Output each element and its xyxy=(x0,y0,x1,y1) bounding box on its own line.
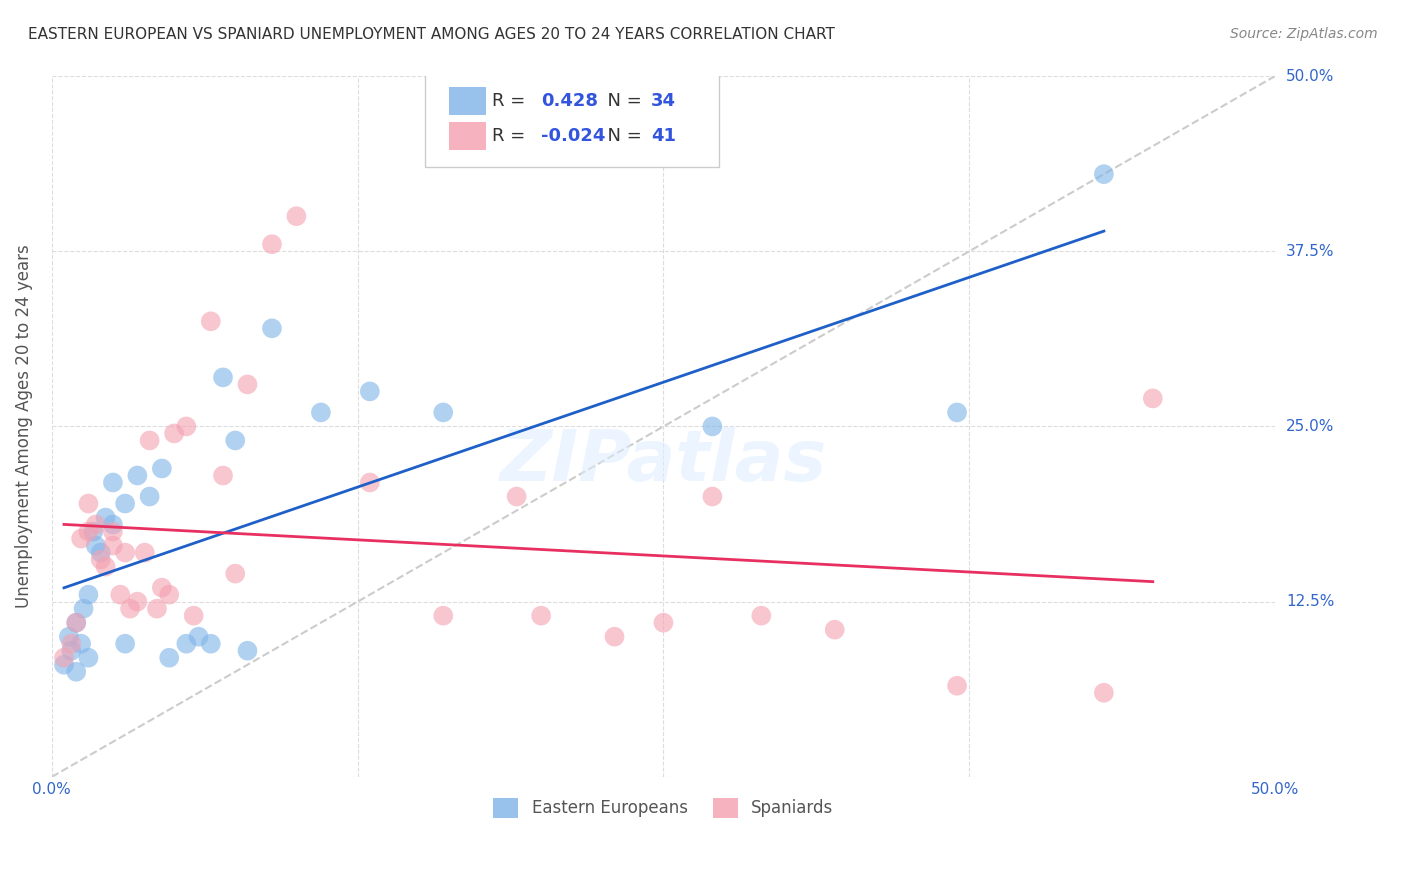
Text: 25.0%: 25.0% xyxy=(1286,419,1334,434)
Point xyxy=(60,637,83,651)
Text: 0.428: 0.428 xyxy=(541,92,598,110)
Point xyxy=(432,405,454,419)
Text: ZIPatlas: ZIPatlas xyxy=(499,427,827,496)
Text: 34: 34 xyxy=(651,92,676,110)
Point xyxy=(82,524,104,539)
FancyBboxPatch shape xyxy=(450,87,486,114)
Point xyxy=(157,588,180,602)
Point xyxy=(94,510,117,524)
Point xyxy=(138,434,160,448)
Point xyxy=(110,588,132,602)
Point xyxy=(65,615,87,630)
FancyBboxPatch shape xyxy=(450,121,486,150)
Point xyxy=(359,475,381,490)
Point xyxy=(530,608,553,623)
FancyBboxPatch shape xyxy=(425,69,718,167)
Legend: Eastern Europeans, Spaniards: Eastern Europeans, Spaniards xyxy=(486,791,839,824)
Point xyxy=(72,601,94,615)
Point xyxy=(236,643,259,657)
Point xyxy=(285,209,308,223)
Point xyxy=(824,623,846,637)
Point xyxy=(90,552,112,566)
Point xyxy=(114,497,136,511)
Text: 12.5%: 12.5% xyxy=(1286,594,1334,609)
Text: R =: R = xyxy=(492,127,531,145)
Point xyxy=(946,679,969,693)
Text: R =: R = xyxy=(492,92,531,110)
Point xyxy=(53,650,76,665)
Point xyxy=(432,608,454,623)
Text: EASTERN EUROPEAN VS SPANIARD UNEMPLOYMENT AMONG AGES 20 TO 24 YEARS CORRELATION : EASTERN EUROPEAN VS SPANIARD UNEMPLOYMEN… xyxy=(28,27,835,42)
Point xyxy=(84,539,107,553)
Point xyxy=(65,665,87,679)
Point xyxy=(359,384,381,399)
Point xyxy=(127,595,149,609)
Point xyxy=(77,588,100,602)
Point xyxy=(749,608,772,623)
Point xyxy=(176,637,198,651)
Point xyxy=(946,405,969,419)
Point xyxy=(652,615,675,630)
Point xyxy=(70,637,93,651)
Point xyxy=(94,559,117,574)
Point xyxy=(114,637,136,651)
Point xyxy=(114,546,136,560)
Point xyxy=(200,637,222,651)
Point xyxy=(84,517,107,532)
Text: 50.0%: 50.0% xyxy=(1286,69,1334,84)
Point xyxy=(138,490,160,504)
Point xyxy=(1092,167,1115,181)
Text: 41: 41 xyxy=(651,127,676,145)
Point xyxy=(60,643,83,657)
Point xyxy=(90,546,112,560)
Text: 37.5%: 37.5% xyxy=(1286,244,1334,259)
Point xyxy=(702,490,724,504)
Point xyxy=(77,524,100,539)
Point xyxy=(53,657,76,672)
Point xyxy=(101,517,124,532)
Point xyxy=(118,601,141,615)
Point xyxy=(1092,686,1115,700)
Point xyxy=(150,461,173,475)
Point xyxy=(77,650,100,665)
Text: -0.024: -0.024 xyxy=(541,127,606,145)
Point xyxy=(187,630,209,644)
Point xyxy=(260,321,283,335)
Point xyxy=(309,405,332,419)
Point xyxy=(702,419,724,434)
Point xyxy=(603,630,626,644)
Text: Source: ZipAtlas.com: Source: ZipAtlas.com xyxy=(1230,27,1378,41)
Point xyxy=(260,237,283,252)
Point xyxy=(236,377,259,392)
Point xyxy=(176,419,198,434)
Point xyxy=(127,468,149,483)
Point xyxy=(101,475,124,490)
Point xyxy=(70,532,93,546)
Point xyxy=(212,370,235,384)
Point xyxy=(65,615,87,630)
Point xyxy=(146,601,169,615)
Text: N =: N = xyxy=(596,127,648,145)
Point xyxy=(101,539,124,553)
Y-axis label: Unemployment Among Ages 20 to 24 years: Unemployment Among Ages 20 to 24 years xyxy=(15,244,32,608)
Point xyxy=(200,314,222,328)
Point xyxy=(212,468,235,483)
Point xyxy=(224,434,246,448)
Point xyxy=(77,497,100,511)
Point xyxy=(101,524,124,539)
Point xyxy=(224,566,246,581)
Point xyxy=(134,546,156,560)
Point xyxy=(183,608,205,623)
Point xyxy=(150,581,173,595)
Text: N =: N = xyxy=(596,92,648,110)
Point xyxy=(1142,392,1164,406)
Point xyxy=(163,426,186,441)
Point xyxy=(58,630,80,644)
Point xyxy=(505,490,527,504)
Point xyxy=(157,650,180,665)
